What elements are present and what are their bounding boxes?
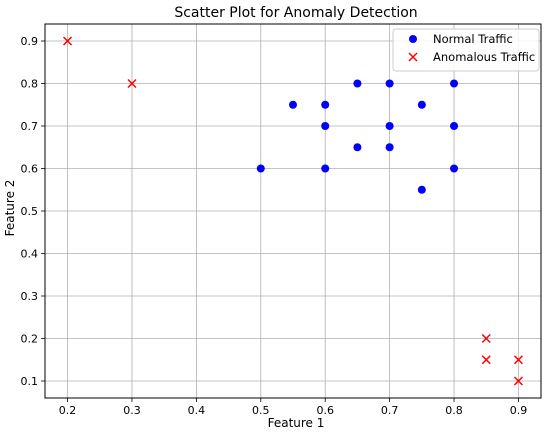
y-tick-label: 0.7	[21, 120, 39, 133]
point-normal-traffic	[385, 143, 394, 152]
x-tick-label: 0.7	[381, 404, 399, 417]
point-normal-traffic	[385, 122, 394, 130]
point-anomalous-traffic	[127, 78, 137, 89]
point-normal-traffic	[450, 164, 459, 173]
x-tick-label: 0.2	[59, 404, 77, 417]
y-axis-label: Feature 2	[3, 180, 17, 237]
point-normal-traffic	[450, 122, 459, 130]
y-tick-label: 0.5	[21, 205, 39, 218]
y-tick-label: 0.6	[21, 163, 39, 176]
axis-ticks: 0.2 0.3 0.4 0.5 0.6 0.7 0.8 0.9 0.1 0.2 0.3 0.4 0.5 0…	[21, 35, 528, 417]
point-normal-traffic	[353, 79, 362, 88]
x-tick-label: 0.3	[123, 404, 141, 417]
point-normal-traffic	[289, 100, 297, 109]
y-tick-label: 0.9	[21, 35, 39, 48]
x-tick-label: 0.5	[252, 404, 270, 417]
x-tick-label: 0.9	[510, 404, 528, 417]
data-points	[63, 36, 523, 386]
point-anomalous-traffic	[481, 355, 491, 365]
point-normal-traffic	[321, 100, 330, 109]
legend-box	[392, 28, 540, 72]
point-anomalous-traffic	[63, 36, 73, 46]
point-anomalous-traffic	[481, 333, 491, 344]
point-normal-traffic	[385, 79, 394, 88]
point-anomalous-traffic	[513, 355, 523, 365]
point-normal-traffic	[321, 122, 330, 130]
legend: Normal Traffic Anomalous Traffic	[392, 28, 540, 72]
point-normal-traffic	[353, 143, 362, 152]
point-normal-traffic	[417, 100, 426, 109]
x-tick-label: 0.4	[188, 404, 206, 417]
x-tick-label: 0.8	[445, 404, 463, 417]
grid	[45, 24, 541, 398]
x-tick-label: 0.6	[316, 404, 334, 417]
point-anomalous-traffic	[513, 376, 523, 386]
point-normal-traffic	[450, 79, 459, 88]
y-tick-label: 0.4	[21, 248, 39, 261]
legend-marker-anomalous-traffic	[408, 52, 418, 62]
y-tick-label: 0.1	[21, 375, 39, 388]
legend-label-normal-traffic: Normal Traffic	[433, 32, 513, 46]
legend-label-anomalous-traffic: Anomalous Traffic	[433, 50, 535, 64]
point-normal-traffic	[321, 164, 330, 173]
y-tick-label: 0.2	[21, 333, 39, 346]
point-normal-traffic	[256, 164, 265, 173]
x-axis-label: Feature 1	[268, 416, 325, 430]
y-tick-label: 0.3	[21, 290, 39, 303]
legend-marker-normal-traffic	[409, 35, 417, 43]
point-normal-traffic	[417, 185, 426, 194]
y-tick-label: 0.8	[21, 78, 39, 91]
chart-title: Scatter Plot for Anomaly Detection	[174, 5, 417, 21]
